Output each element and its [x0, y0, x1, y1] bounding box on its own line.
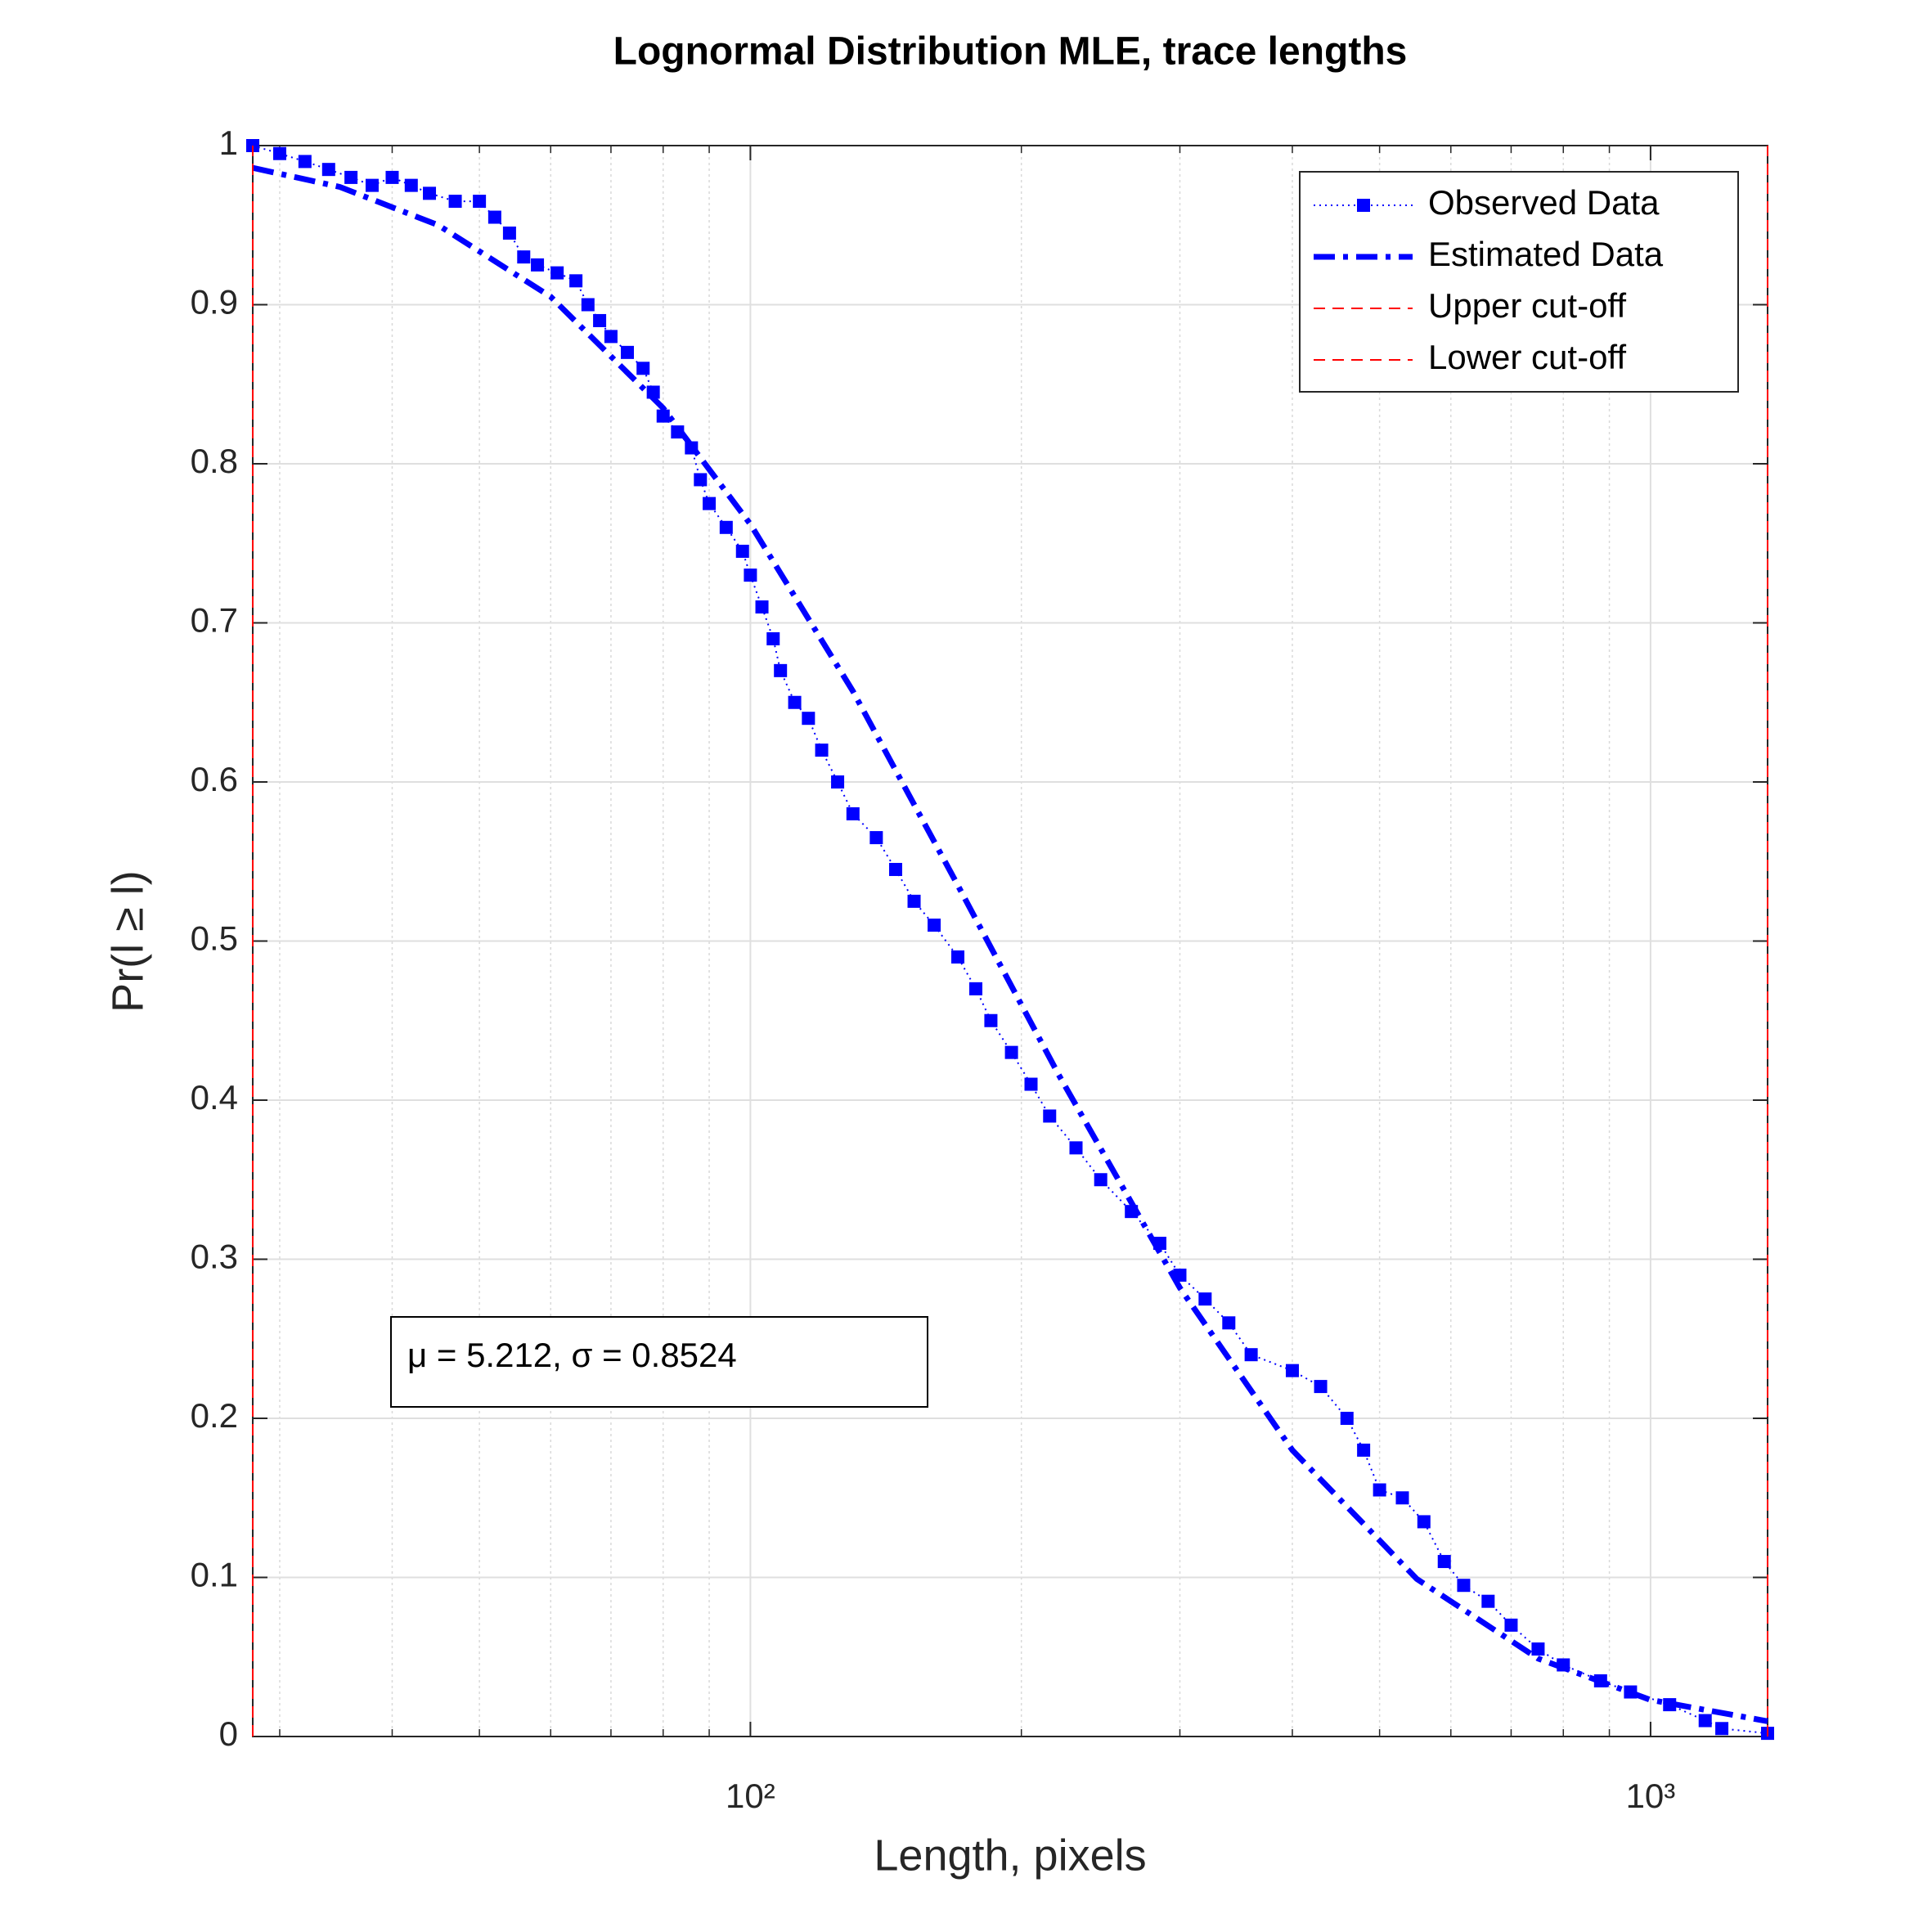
y-tick-label: 0.2: [191, 1396, 238, 1435]
y-tick-label: 0: [219, 1714, 238, 1753]
marker: [744, 568, 757, 582]
y-tick-label: 0.3: [191, 1238, 238, 1276]
marker: [968, 982, 982, 995]
y-tick-label: 1: [219, 124, 238, 162]
marker: [1043, 1109, 1057, 1123]
marker: [788, 695, 802, 709]
marker: [298, 155, 312, 168]
marker: [404, 178, 418, 192]
marker: [656, 409, 670, 423]
marker: [719, 520, 733, 534]
marker: [869, 831, 883, 845]
marker: [1244, 1348, 1258, 1362]
marker: [928, 919, 941, 932]
annotation: μ = 5.212, σ = 0.8524: [407, 1336, 737, 1374]
chart-title: Lognormal Distribution MLE, trace length…: [613, 30, 1408, 74]
marker: [1417, 1515, 1431, 1529]
marker: [636, 362, 650, 375]
marker: [1198, 1292, 1212, 1306]
marker: [344, 170, 358, 184]
marker: [569, 274, 583, 288]
legend-label: Observed Data: [1428, 183, 1660, 222]
marker: [321, 163, 335, 177]
marker: [365, 178, 379, 192]
y-tick-label: 0.8: [191, 442, 238, 480]
marker: [1504, 1618, 1518, 1632]
marker: [604, 330, 618, 344]
marker: [1715, 1722, 1729, 1736]
marker: [531, 258, 545, 272]
y-tick-label: 0.9: [191, 283, 238, 321]
marker: [846, 806, 860, 820]
y-tick-label: 0.4: [191, 1078, 238, 1117]
marker: [951, 950, 965, 964]
legend-marker: [1357, 199, 1370, 212]
marker: [1395, 1491, 1409, 1505]
legend-label: Upper cut-off: [1428, 286, 1626, 325]
marker: [620, 345, 634, 359]
marker: [385, 170, 399, 184]
marker: [593, 313, 607, 327]
marker: [802, 712, 815, 726]
marker: [907, 894, 921, 908]
marker: [1094, 1173, 1108, 1187]
y-tick-label: 0.5: [191, 919, 238, 958]
y-tick-label: 0.6: [191, 760, 238, 798]
y-axis-label: Pr(l ≥ l): [103, 870, 152, 1013]
marker: [473, 195, 487, 209]
legend-box: [1299, 171, 1739, 393]
x-axis-label: Length, pixels: [874, 1831, 1146, 1880]
marker: [1340, 1412, 1354, 1425]
marker: [755, 600, 769, 614]
marker: [1481, 1594, 1495, 1608]
marker: [1373, 1483, 1386, 1497]
annotation-box: [390, 1316, 928, 1408]
x-tick-label: 10²: [726, 1777, 775, 1815]
marker: [517, 250, 531, 264]
marker: [1222, 1316, 1236, 1330]
marker: [423, 186, 437, 200]
marker: [703, 496, 717, 510]
marker: [984, 1013, 998, 1027]
marker: [1004, 1045, 1018, 1059]
marker: [774, 663, 788, 677]
y-tick-label: 0.7: [191, 601, 238, 640]
marker: [1069, 1141, 1083, 1155]
y-tick-label: 0.1: [191, 1556, 238, 1594]
marker: [1314, 1380, 1328, 1394]
marker: [888, 862, 902, 876]
marker: [550, 266, 564, 280]
marker: [1437, 1555, 1451, 1569]
marker: [1698, 1714, 1712, 1728]
marker: [448, 195, 462, 209]
marker: [1285, 1364, 1299, 1377]
x-tick-label: 10³: [1626, 1777, 1676, 1815]
marker: [1024, 1077, 1038, 1091]
marker: [815, 744, 829, 757]
marker: [1531, 1642, 1545, 1656]
marker: [502, 226, 516, 240]
marker: [1357, 1443, 1371, 1457]
marker: [735, 544, 749, 558]
marker: [694, 473, 708, 487]
marker: [1457, 1579, 1471, 1593]
marker: [831, 775, 845, 789]
marker: [272, 146, 286, 160]
marker: [581, 298, 595, 312]
legend-label: Estimated Data: [1428, 235, 1664, 273]
marker: [766, 631, 780, 645]
legend-label: Lower cut-off: [1428, 338, 1626, 376]
marker: [487, 210, 501, 224]
